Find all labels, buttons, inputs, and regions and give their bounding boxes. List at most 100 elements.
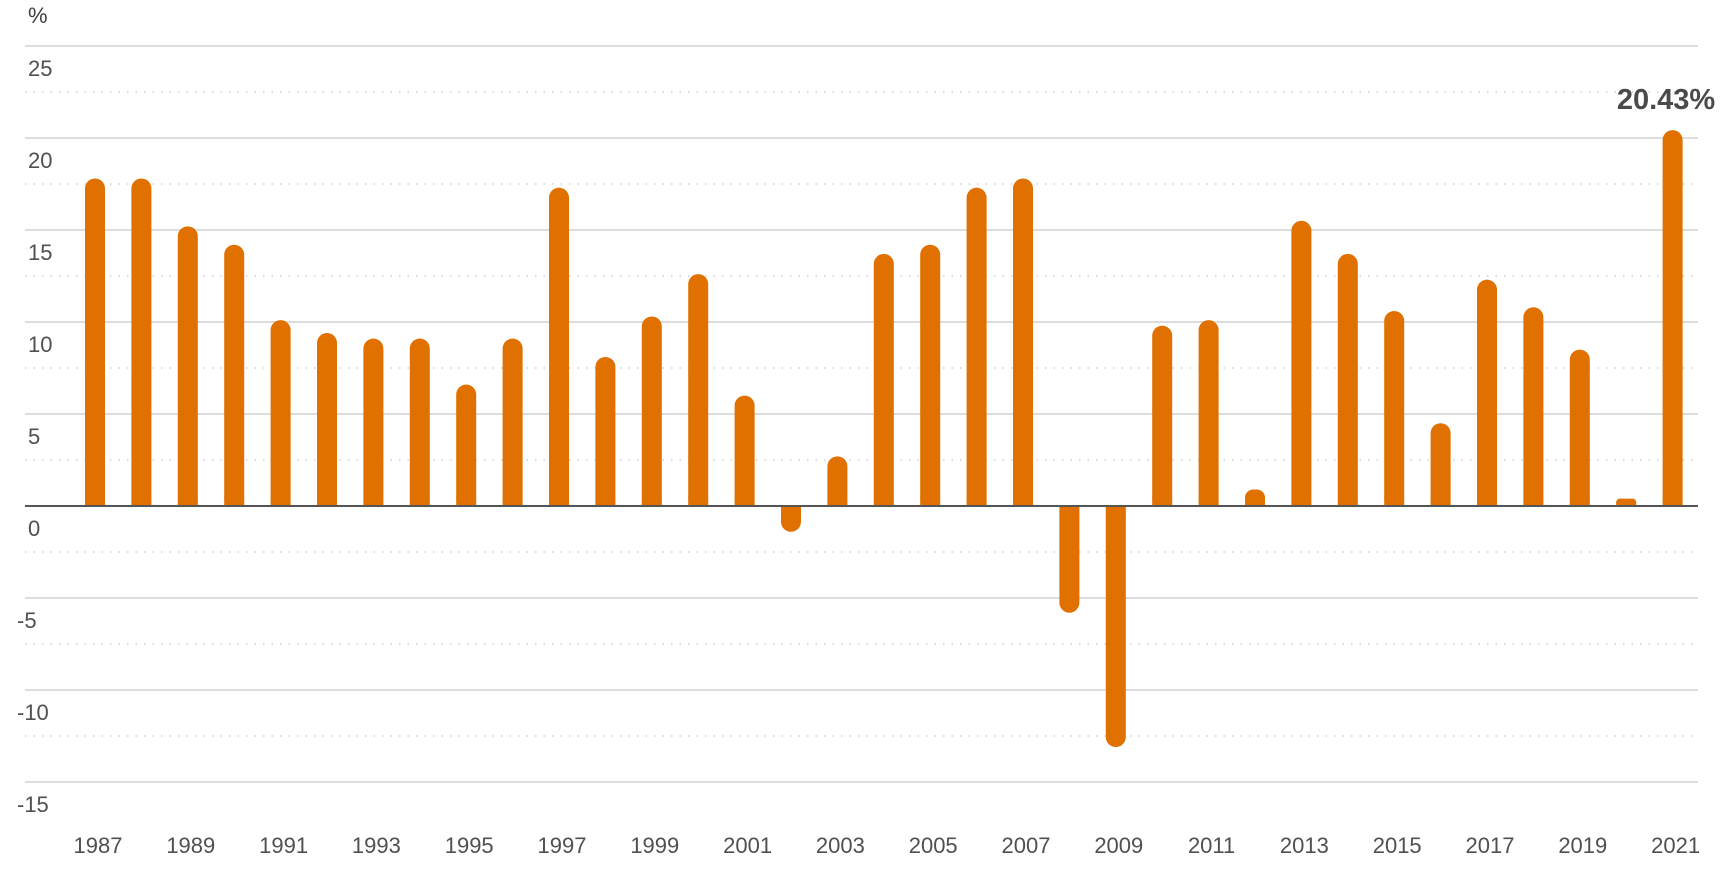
bar-2018: [1523, 307, 1544, 506]
bar-1999: [641, 316, 662, 506]
bar-base-2009: [1105, 506, 1126, 516]
x-tick-label: 2007: [1002, 833, 1051, 858]
x-tick-label: 1999: [630, 833, 679, 858]
x-tick-label: 2021: [1651, 833, 1700, 858]
bar-base-2003: [827, 496, 848, 506]
bar-2016: [1430, 423, 1451, 506]
bar-2013: [1291, 220, 1312, 507]
bar-base-2014: [1337, 496, 1358, 506]
x-axis-labels: 1987 1989 1991 1993 1995 1997 1999 2001 2003 2005…: [74, 833, 1701, 858]
x-tick-label: 1987: [74, 833, 123, 858]
bar-1989: [177, 226, 198, 506]
y-axis-labels: 25 20 15 10 5 0 -5 -10 -15: [17, 56, 52, 817]
bar-2010: [1152, 325, 1173, 506]
bar-2021: [1662, 130, 1683, 506]
bar-base-2016: [1430, 496, 1451, 506]
bar-base-2005: [920, 496, 941, 506]
bar-base-2007: [1013, 496, 1033, 506]
bar-1997: [549, 187, 569, 506]
y-unit-label: %: [28, 3, 48, 28]
bar-2017: [1477, 279, 1497, 506]
gridlines: [25, 45, 1698, 783]
bar-2003: [827, 456, 848, 506]
x-tick-label: 1989: [166, 833, 215, 858]
bar-base-2012: [1245, 497, 1265, 506]
bar-2006: [966, 187, 987, 506]
bar-base-1999: [641, 496, 662, 506]
x-tick-label: 1991: [259, 833, 308, 858]
bar-2009: [1105, 506, 1126, 748]
bar-base-2004: [873, 496, 894, 506]
x-tick-label: 2011: [1188, 833, 1235, 858]
bar-1998: [595, 356, 616, 506]
bar-base-2018: [1523, 496, 1544, 506]
y-tick-label: 25: [28, 56, 52, 81]
bar-1992: [317, 333, 337, 506]
bar-base-2006: [966, 496, 987, 506]
bar-base-1998: [595, 496, 616, 506]
bar-2004: [873, 253, 894, 506]
x-tick-label: 2005: [909, 833, 958, 858]
bar-1993: [363, 338, 384, 506]
bar-2001: [734, 395, 755, 506]
bar-base-1995: [456, 496, 477, 506]
bar-base-2021: [1662, 496, 1683, 506]
x-tick-label: 2003: [816, 833, 865, 858]
y-tick-label: 10: [28, 332, 52, 357]
bar-2014: [1337, 253, 1358, 506]
bar-base-2013: [1291, 496, 1312, 506]
bar-2008: [1059, 506, 1080, 613]
bar-1996: [502, 338, 523, 506]
bar-2011: [1198, 320, 1219, 506]
bar-base-1992: [317, 496, 337, 506]
x-tick-label: 2015: [1373, 833, 1422, 858]
y-tick-label: -15: [17, 792, 49, 817]
y-tick-label: 5: [28, 424, 40, 449]
x-tick-label: 2019: [1558, 833, 1607, 858]
bar-base-2020: [1616, 502, 1637, 506]
bar-1988: [131, 178, 152, 507]
bar-base-2019: [1569, 496, 1590, 506]
y-tick-label: -10: [17, 700, 49, 725]
bars: [85, 130, 1683, 748]
bar-base-2001: [734, 496, 755, 506]
bar-1990: [224, 244, 245, 506]
bar-base-2011: [1198, 496, 1219, 506]
x-tick-label: 1997: [538, 833, 587, 858]
bar-base-2002: [781, 506, 801, 516]
x-tick-label: 1993: [352, 833, 401, 858]
y-tick-label: 15: [28, 240, 52, 265]
bar-base-1987: [85, 496, 105, 506]
bar-1995: [456, 384, 477, 506]
bar-1994: [409, 338, 430, 506]
bar-base-1988: [131, 496, 152, 506]
bar-2007: [1013, 178, 1033, 507]
bar-2000: [688, 274, 709, 506]
bar-base-1991: [270, 496, 291, 506]
bar-base-1989: [177, 496, 198, 506]
bar-base-1997: [549, 496, 569, 506]
x-tick-label: 2001: [723, 833, 772, 858]
bar-base-1990: [224, 496, 245, 506]
bar-1991: [270, 320, 291, 506]
x-tick-label: 2013: [1280, 833, 1329, 858]
bar-2015: [1384, 310, 1405, 506]
bar-base-2017: [1477, 496, 1497, 506]
bar-base-2015: [1384, 496, 1405, 506]
y-tick-label: -5: [17, 608, 37, 633]
bar-2005: [920, 244, 941, 506]
bar-base-2008: [1059, 506, 1080, 516]
bar-base-2010: [1152, 496, 1173, 506]
y-tick-label: 0: [28, 516, 40, 541]
x-tick-label: 1995: [445, 833, 494, 858]
x-tick-label: 2017: [1466, 833, 1515, 858]
callout-label: 20.43%: [1617, 84, 1716, 116]
x-tick-label: 2009: [1094, 833, 1143, 858]
bar-base-2000: [688, 496, 709, 506]
bar-base-1996: [502, 496, 523, 506]
bar-base-1993: [363, 496, 384, 506]
bar-base-1994: [409, 496, 430, 506]
bar-1987: [85, 178, 105, 507]
bar-2019: [1569, 349, 1590, 506]
